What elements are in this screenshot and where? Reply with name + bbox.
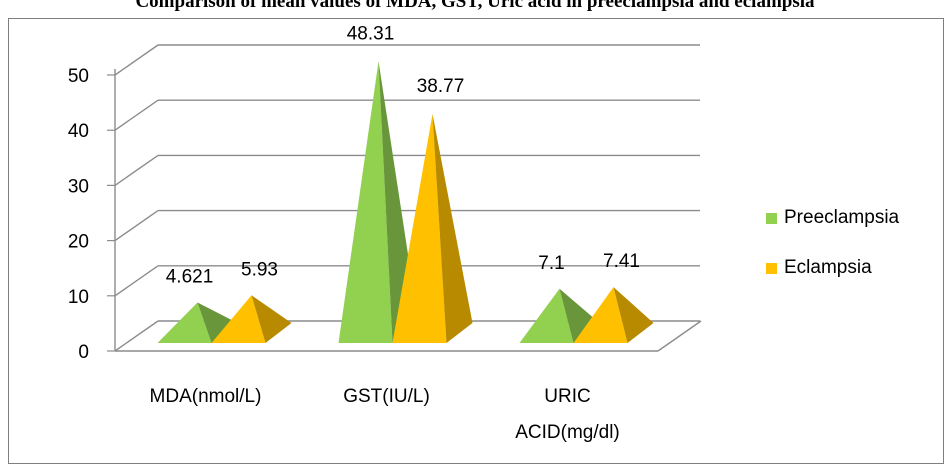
pyramid-preeclampsia-0-front xyxy=(157,302,212,343)
chart-title: Comparison of mean values of MDA, GST, U… xyxy=(135,0,815,12)
category-label-2-line-1: ACID(mg/dl) xyxy=(515,422,620,443)
gridline-diag-30 xyxy=(114,154,159,186)
ytick-label-50: 50 xyxy=(68,66,89,87)
category-label-0-line-0: MDA(nmol/L) xyxy=(150,386,262,407)
ytick-label-20: 20 xyxy=(68,232,89,253)
pyramid-preeclampsia-2-front xyxy=(519,288,574,343)
pyramid-preeclampsia-1-front xyxy=(338,61,393,344)
pyramid-eclampsia-2-side xyxy=(613,287,654,343)
legend-label-preeclampsia: Preeclampsia xyxy=(784,207,900,228)
gridline-diag-0 xyxy=(114,320,159,352)
data-label-preeclampsia-2: 7.1 xyxy=(538,253,564,274)
data-label-eclampsia-0: 5.93 xyxy=(241,259,278,280)
pyramid-eclampsia-1-front xyxy=(392,113,447,344)
data-label-preeclampsia-1: 48.31 xyxy=(347,23,395,44)
gridline-diag-40 xyxy=(114,99,159,131)
pyramid-preeclampsia-0-side xyxy=(197,302,238,343)
data-label-preeclampsia-0: 4.621 xyxy=(166,266,214,287)
category-label-2-line-0: URIC xyxy=(544,386,590,407)
ytick-label-0: 0 xyxy=(78,342,89,363)
pyramid-eclampsia-1-side xyxy=(432,113,473,344)
chart-frame xyxy=(8,18,944,464)
legend-item-eclampsia: Eclampsia xyxy=(766,256,899,280)
category-label-1-line-0: GST(IU/L) xyxy=(343,386,430,407)
legend-item-preeclampsia: Preeclampsia xyxy=(766,206,899,230)
pyramid-eclampsia-0-side xyxy=(251,295,292,343)
floor-right-edge xyxy=(657,320,702,352)
ytick-label-10: 10 xyxy=(68,287,89,308)
ytick-label-30: 30 xyxy=(68,176,89,197)
gridline-diag-10 xyxy=(114,265,159,297)
data-label-eclampsia-1: 38.77 xyxy=(417,76,465,97)
gridline-diag-20 xyxy=(114,210,159,242)
data-label-eclampsia-2: 7.41 xyxy=(603,251,640,272)
legend-swatch-eclampsia xyxy=(766,262,777,274)
ytick-label-40: 40 xyxy=(68,121,89,142)
legend-label-eclampsia: Eclampsia xyxy=(784,257,872,278)
gridline-diag-50 xyxy=(114,44,159,76)
legend-swatch-preeclampsia xyxy=(766,212,777,224)
pyramid-eclampsia-2-front xyxy=(573,287,628,343)
pyramid-eclampsia-0-front xyxy=(211,295,266,343)
legend: Preeclampsia Eclampsia xyxy=(766,206,899,306)
